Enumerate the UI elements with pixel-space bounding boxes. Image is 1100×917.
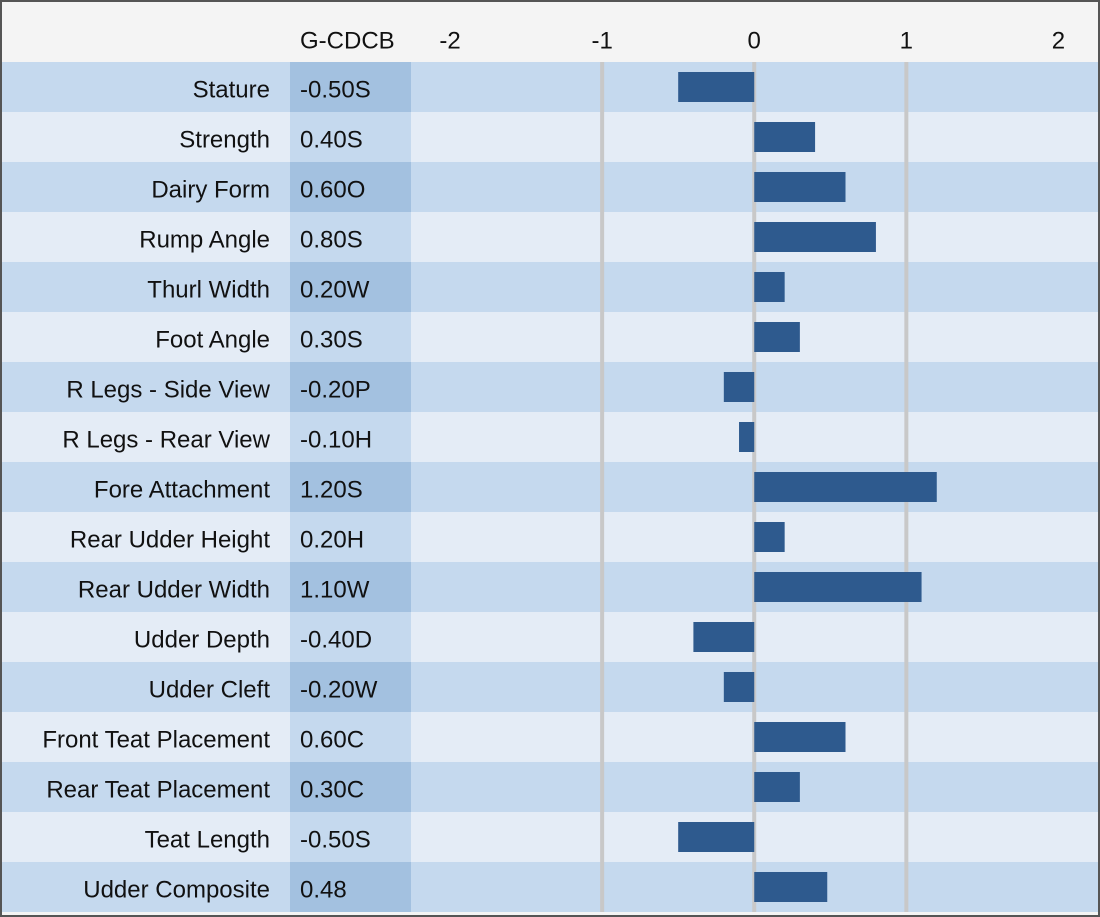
bar <box>754 572 922 602</box>
category-label: Foot Angle <box>155 326 270 353</box>
bar <box>723 672 755 702</box>
value-label: 0.20H <box>300 526 364 553</box>
category-label: Rear Udder Height <box>70 526 270 553</box>
value-label: 0.30S <box>300 326 363 353</box>
bar <box>678 822 755 852</box>
row-background <box>2 62 1098 112</box>
value-label: 0.20W <box>300 276 370 303</box>
bar <box>754 222 876 252</box>
bar <box>693 622 755 652</box>
value-cell <box>290 612 411 662</box>
value-cell <box>290 462 411 512</box>
value-cell <box>290 712 411 762</box>
bar <box>754 272 785 302</box>
bar <box>754 322 800 352</box>
x-tick-label: 2 <box>1052 27 1065 54</box>
category-label: Fore Attachment <box>94 476 270 503</box>
category-label: Rear Teat Placement <box>46 776 270 803</box>
category-label: Front Teat Placement <box>42 726 270 753</box>
bar <box>754 722 846 752</box>
category-label: Udder Cleft <box>149 676 271 703</box>
row-background <box>2 262 1098 312</box>
category-label: Stature <box>193 76 270 103</box>
row-background <box>2 612 1098 662</box>
row-background <box>2 662 1098 712</box>
category-label: Teat Length <box>145 826 270 853</box>
row-background <box>2 762 1098 812</box>
row-background <box>2 862 1098 912</box>
x-tick-label: 1 <box>900 27 913 54</box>
bar <box>754 772 800 802</box>
bar <box>754 872 828 902</box>
row-background <box>2 312 1098 362</box>
value-cell <box>290 412 411 462</box>
value-label: -0.20P <box>300 376 371 403</box>
row-background <box>2 362 1098 412</box>
category-label: Rear Udder Width <box>78 576 270 603</box>
value-label: 1.10W <box>300 576 370 603</box>
bar <box>739 422 755 452</box>
value-cell <box>290 762 411 812</box>
value-cell <box>290 212 411 262</box>
value-cell <box>290 362 411 412</box>
value-cell <box>290 162 411 212</box>
x-tick-label: 0 <box>748 27 761 54</box>
row-background <box>2 712 1098 762</box>
bar <box>754 522 785 552</box>
value-label: 0.60O <box>300 176 365 203</box>
value-label: 1.20S <box>300 476 363 503</box>
category-label: Udder Depth <box>134 626 270 653</box>
row-background <box>2 162 1098 212</box>
column-header: G-CDCB <box>300 27 395 54</box>
value-cell <box>290 862 411 912</box>
value-cell <box>290 62 411 112</box>
value-cell <box>290 262 411 312</box>
value-label: 0.60C <box>300 726 364 753</box>
category-label: R Legs - Side View <box>66 376 270 403</box>
value-label: -0.20W <box>300 676 378 703</box>
row-background <box>2 212 1098 262</box>
value-label: -0.10H <box>300 426 372 453</box>
category-label: Dairy Form <box>151 176 270 203</box>
value-label: -0.50S <box>300 76 371 103</box>
row-background <box>2 812 1098 862</box>
category-label: Udder Composite <box>83 876 270 903</box>
category-label: R Legs - Rear View <box>62 426 270 453</box>
value-label: 0.48 <box>300 876 347 903</box>
category-label: Rump Angle <box>139 226 270 253</box>
x-tick-label: -1 <box>591 27 612 54</box>
row-background <box>2 512 1098 562</box>
value-cell <box>290 112 411 162</box>
row-background <box>2 412 1098 462</box>
value-label: -0.40D <box>300 626 372 653</box>
value-label: 0.30C <box>300 776 364 803</box>
value-cell <box>290 312 411 362</box>
x-tick-label: -2 <box>439 27 460 54</box>
bar <box>678 72 755 102</box>
bar <box>754 472 937 502</box>
value-label: 0.40S <box>300 126 363 153</box>
value-cell <box>290 562 411 612</box>
category-label: Thurl Width <box>147 276 270 303</box>
row-background <box>2 112 1098 162</box>
bar <box>754 122 816 152</box>
value-cell <box>290 662 411 712</box>
bar <box>723 372 755 402</box>
value-label: 0.80S <box>300 226 363 253</box>
value-cell <box>290 812 411 862</box>
value-cell <box>290 512 411 562</box>
bar <box>754 172 846 202</box>
value-label: -0.50S <box>300 826 371 853</box>
category-label: Strength <box>179 126 270 153</box>
